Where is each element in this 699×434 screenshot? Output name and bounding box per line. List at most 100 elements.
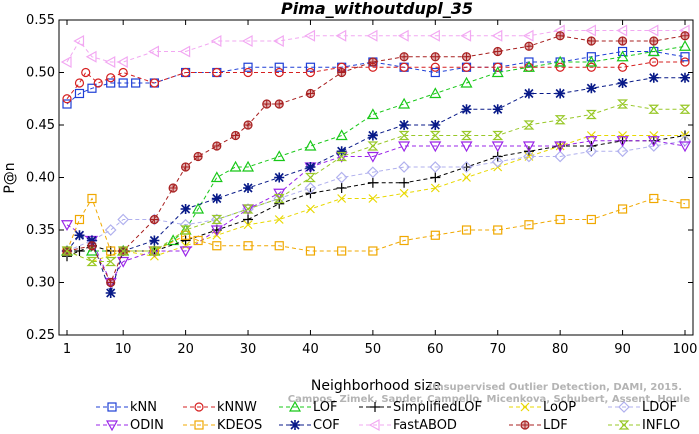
point-SimplifiedLOF-6 [180, 235, 191, 246]
point-INFLO-10 [336, 151, 348, 162]
point-kNN-2 [87, 83, 97, 93]
x-tick-label: 100 [673, 342, 698, 357]
x-tick-label: 1 [63, 342, 71, 357]
watermark-line-2: Campos, Zimek, Sander, Campello, Micenko… [288, 394, 690, 405]
point-LOF-10 [273, 150, 286, 162]
point-FastABOD-5 [148, 45, 159, 58]
y-axis: 0.25 0.30 0.35 0.40 0.45 0.50 0.55 [26, 13, 693, 343]
point-SimplifiedLOF-1 [74, 246, 85, 256]
legend-label: INFLO [642, 418, 680, 433]
legend-marker [618, 420, 630, 430]
point-COF-13 [399, 120, 410, 130]
point-kNNW-23 [680, 57, 690, 67]
y-tick-label: 0.50 [26, 66, 55, 81]
x-tick-label: 50 [365, 342, 382, 357]
point-LDOF-20 [647, 140, 660, 152]
legend-item-LOF: LOF [279, 400, 338, 415]
series-KDEOS [62, 193, 690, 256]
point-ODIN-20 [647, 136, 660, 147]
point-INFLO-11 [367, 141, 379, 151]
point-FastABOD-6 [179, 45, 191, 58]
point-kNNW-19 [555, 62, 565, 72]
point-ODIN-8 [273, 188, 286, 200]
point-kNNW-6 [149, 78, 159, 88]
point-LDF-5 [168, 183, 178, 193]
series-FastABOD [60, 24, 690, 69]
point-FastABOD-16 [491, 29, 503, 42]
point-LDOF-9 [304, 182, 317, 194]
point-LOF-14 [398, 97, 411, 109]
point-INFLO-14 [461, 130, 472, 141]
point-COF-2 [86, 235, 97, 246]
point-kNN-0 [62, 99, 72, 109]
point-kNN-3 [106, 78, 116, 88]
point-COF-12 [367, 130, 378, 141]
point-INFLO-16 [523, 120, 535, 130]
point-FastABOD-4 [116, 55, 128, 69]
legend-item-LDF: LDF [509, 418, 568, 433]
point-KDEOS-7 [193, 235, 203, 246]
point-KDEOS-18 [524, 220, 534, 230]
point-FastABOD-17 [522, 29, 534, 42]
point-KDEOS-6 [181, 230, 191, 240]
point-kNNW-21 [617, 62, 628, 72]
point-LoOP-11 [399, 188, 409, 198]
series-line-kNN [66, 51, 686, 105]
point-INFLO-5 [180, 225, 192, 235]
legend-item-LDOF: LDOF [608, 400, 677, 415]
point-COF-19 [586, 83, 597, 94]
legend-marker [370, 402, 380, 412]
point-INFLO-18 [585, 109, 597, 120]
point-INFLO-8 [273, 193, 285, 204]
point-LDOF-3 [117, 213, 130, 226]
series-kNN [62, 46, 690, 109]
point-SimplifiedLOF-8 [243, 214, 254, 225]
point-FastABOD-19 [585, 24, 596, 37]
point-COF-9 [274, 172, 285, 183]
point-LoOP-13 [462, 173, 471, 182]
point-SimplifiedLOF-14 [430, 172, 441, 183]
point-LDF-4 [149, 214, 159, 225]
point-INFLO-15 [492, 130, 504, 141]
legend-label: LDOF [642, 400, 677, 415]
y-tick-label: 0.45 [26, 118, 55, 133]
point-LOF-17 [491, 66, 504, 78]
point-LOF-18 [522, 61, 535, 72]
point-COF-17 [523, 88, 534, 99]
point-ODIN-14 [460, 141, 473, 153]
x-tick-label: 60 [427, 342, 444, 357]
point-kNNW-9 [243, 67, 253, 78]
point-SimplifiedLOF-11 [336, 183, 347, 193]
point-KDEOS-1 [74, 214, 85, 225]
point-ODIN-17 [554, 141, 567, 153]
point-KDEOS-15 [430, 230, 440, 240]
series-line-LDOF [66, 140, 686, 252]
y-axis-label: P@n [2, 162, 18, 193]
point-LDOF-15 [491, 155, 504, 168]
point-LDOF-11 [367, 166, 379, 179]
series-line-KDEOS [66, 197, 686, 252]
point-kNNW-14 [399, 62, 409, 72]
series-INFLO [61, 99, 691, 267]
point-KDEOS-19 [555, 214, 565, 225]
point-LDF-18 [461, 52, 472, 62]
point-ODIN-21 [678, 141, 692, 153]
series-line-ODIN [66, 140, 686, 284]
point-KDEOS-10 [274, 241, 284, 251]
point-LDF-11 [262, 99, 272, 109]
point-LOF-19 [554, 55, 567, 67]
legend-label: FastABOD [393, 418, 457, 433]
point-LDOF-10 [335, 171, 348, 184]
legend-label: kNNW [217, 400, 257, 415]
point-LOF-7 [210, 171, 223, 183]
point-kNNW-11 [305, 67, 316, 78]
point-FastABOD-12 [366, 29, 378, 42]
legend-item-kNNW: kNNW [183, 400, 257, 415]
point-LoOP-4 [181, 241, 191, 251]
x-tick-label: 10 [115, 342, 132, 357]
point-INFLO-0 [61, 246, 73, 256]
point-LoOP-17 [586, 131, 596, 140]
point-kNNW-3 [93, 78, 103, 88]
legend-label: KDEOS [217, 418, 262, 433]
